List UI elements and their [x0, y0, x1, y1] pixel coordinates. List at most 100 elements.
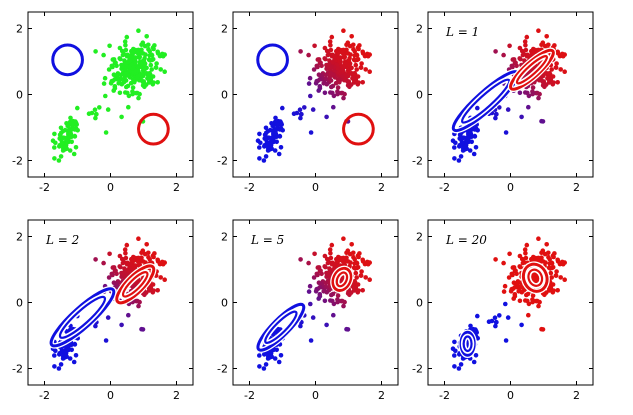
data-point — [467, 148, 473, 153]
data-point — [328, 47, 334, 53]
data-point — [323, 56, 328, 62]
data-point — [265, 128, 271, 134]
data-point — [272, 148, 278, 153]
red-component-ellipse — [509, 48, 555, 91]
data-point — [261, 158, 267, 163]
data-point — [548, 270, 554, 276]
data-point — [473, 353, 479, 358]
data-point — [112, 84, 118, 89]
data-point — [155, 80, 160, 85]
data-point — [105, 107, 111, 112]
data-point — [276, 359, 282, 365]
data-point — [298, 49, 303, 54]
x-tick-label: 2 — [173, 181, 180, 194]
data-point — [335, 85, 341, 90]
data-point — [523, 250, 528, 256]
data-point — [130, 91, 135, 97]
data-point — [123, 255, 129, 261]
data-point — [312, 43, 317, 49]
data-point — [360, 51, 366, 56]
data-point — [262, 352, 267, 357]
data-point — [340, 298, 345, 304]
data-point — [106, 67, 112, 72]
data-point — [58, 125, 64, 131]
data-point — [93, 323, 98, 329]
data-point — [526, 312, 531, 318]
y-tick-label: 0 — [416, 297, 423, 310]
x-tick-label: 0 — [312, 181, 319, 194]
data-point — [297, 107, 303, 112]
data-point — [550, 282, 556, 287]
data-point — [507, 43, 512, 49]
data-point — [118, 56, 123, 62]
data-point — [147, 53, 152, 58]
data-point — [257, 145, 262, 150]
data-point — [523, 255, 529, 261]
red-component-ellipse — [137, 112, 170, 146]
data-point — [317, 292, 323, 297]
data-point — [471, 359, 477, 365]
data-point — [539, 118, 544, 124]
data-point — [341, 95, 346, 101]
data-point — [524, 34, 530, 40]
data-point — [452, 339, 457, 345]
data-point — [331, 104, 336, 110]
data-point — [458, 154, 464, 159]
x-tick-label: 0 — [107, 389, 114, 402]
data-point — [471, 151, 477, 157]
data-point — [274, 347, 280, 353]
data-point — [493, 319, 499, 325]
red-component-ellipse — [115, 264, 156, 305]
data-point — [551, 80, 556, 85]
data-point — [540, 79, 545, 84]
data-point — [56, 366, 62, 371]
data-point — [468, 323, 473, 329]
data-point — [458, 134, 463, 139]
data-point — [344, 42, 349, 47]
data-point — [502, 283, 508, 289]
data-point — [68, 115, 73, 121]
data-point — [118, 76, 124, 82]
data-point — [519, 322, 524, 328]
data-point — [328, 42, 333, 48]
data-point — [269, 135, 275, 140]
data-point — [551, 288, 556, 293]
data-point — [130, 85, 136, 90]
x-tick-label: -2 — [439, 389, 450, 402]
y-tick-label: -2 — [412, 363, 423, 376]
data-point — [329, 242, 335, 248]
x-tick-label: 0 — [107, 181, 114, 194]
data-point — [524, 242, 530, 248]
data-point — [562, 69, 567, 74]
blue-component-ellipse — [264, 310, 298, 344]
data-point — [89, 110, 95, 116]
data-point — [317, 77, 323, 82]
scatter-panel: -2 0 2 2 0 -2 L = 20 — [412, 219, 594, 402]
data-point — [554, 269, 559, 274]
data-point — [306, 81, 312, 86]
panel-frame — [27, 11, 194, 178]
data-point — [323, 264, 328, 270]
panel-plot-area — [255, 236, 373, 371]
data-point — [151, 80, 156, 85]
data-point — [135, 50, 140, 56]
data-point — [456, 366, 462, 371]
data-point — [155, 288, 160, 293]
data-point — [452, 364, 457, 369]
data-point — [349, 34, 355, 39]
data-point — [340, 68, 346, 73]
data-point — [255, 138, 261, 143]
data-point — [310, 107, 316, 112]
data-point — [265, 356, 271, 361]
data-point — [310, 315, 316, 320]
data-point — [119, 256, 125, 262]
data-point — [153, 65, 159, 70]
data-point — [117, 90, 123, 96]
blue-component-ellipse — [58, 295, 107, 339]
y-tick-label: 2 — [221, 23, 228, 36]
data-point — [160, 51, 165, 57]
data-point — [298, 111, 304, 117]
data-point — [316, 57, 322, 62]
data-point — [123, 42, 128, 48]
x-tick-label: 2 — [378, 389, 385, 402]
